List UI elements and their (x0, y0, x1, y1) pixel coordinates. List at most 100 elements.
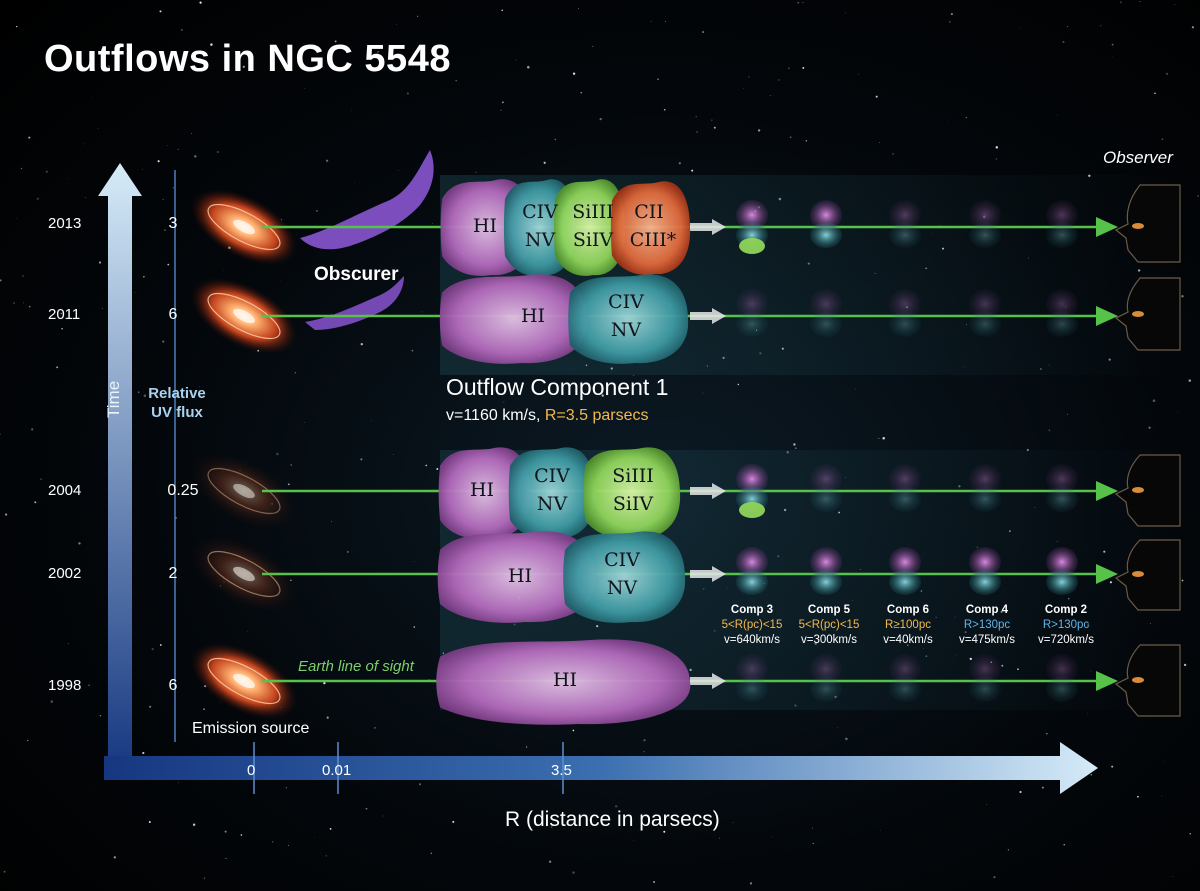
star (1148, 426, 1151, 429)
component-knot-civ (810, 486, 842, 512)
star (143, 276, 145, 278)
component-knot-civ (810, 676, 842, 702)
flow-arrow (690, 308, 726, 324)
star (242, 65, 245, 68)
star (572, 72, 576, 75)
comp5-velocity: v=300km/s (801, 634, 857, 646)
component-knot-civ (969, 569, 1001, 595)
sight-line-arrowhead (1096, 481, 1118, 501)
flux-axis-label-line2: UV flux (151, 404, 203, 421)
component-knot-civ (889, 486, 921, 512)
component1-name: Outflow Component 1 (446, 374, 669, 400)
star (50, 700, 54, 703)
star (134, 292, 136, 293)
star (166, 145, 168, 146)
star (34, 501, 37, 504)
star (1137, 795, 1139, 798)
emission-source-label: Emission source (192, 720, 310, 737)
star (370, 420, 372, 422)
cloud-2013-c (610, 181, 691, 275)
star (949, 21, 951, 23)
star (325, 855, 327, 857)
star (882, 437, 885, 440)
star (351, 109, 352, 111)
star (663, 830, 666, 833)
star (191, 132, 193, 135)
star (290, 464, 293, 466)
x-tick-label-0: 0 (247, 762, 256, 779)
star (330, 313, 332, 315)
star (702, 31, 704, 33)
star (1139, 1, 1141, 3)
comp5-range: 5<R(pc)<15 (798, 619, 860, 631)
flux-axis-label-line1: Relative (148, 385, 206, 402)
star (749, 882, 753, 885)
ion-2002-civ: CIV (604, 549, 640, 571)
year-2002: 2002 (48, 565, 82, 582)
component-knot-civ (889, 222, 921, 248)
component1-distance: R=3.5 parsecs (544, 407, 649, 424)
star (503, 401, 505, 403)
star (374, 727, 376, 729)
star (431, 222, 433, 224)
component-knot-hi (810, 654, 842, 684)
galaxy-core (233, 483, 255, 499)
star (164, 229, 166, 232)
star (1161, 795, 1163, 797)
star (397, 170, 399, 171)
x-tick-label-001: 0.01 (322, 762, 352, 779)
star (27, 740, 29, 742)
star (389, 419, 391, 421)
star (995, 146, 999, 149)
star (757, 129, 761, 132)
star (837, 727, 838, 728)
galaxy-arm (207, 550, 281, 598)
comp4-label: Comp 4 R>130pc v=475km/s (942, 603, 1032, 648)
ion-2013-civ: CIV (522, 201, 558, 223)
star (288, 844, 290, 846)
star (1056, 114, 1058, 116)
flux-2004: 0.25 (167, 482, 199, 499)
star (1189, 832, 1192, 835)
star (22, 275, 24, 277)
star (599, 117, 602, 121)
galaxy-arm (207, 203, 281, 251)
component-knot-civ (1046, 676, 1078, 702)
star (711, 119, 713, 121)
ion-2013-cii: CII (634, 201, 664, 223)
ion-2011-civ: CIV (608, 291, 644, 313)
star (68, 643, 70, 644)
component-knot-civ (736, 311, 768, 337)
ion-1998-hi: HI (552, 669, 578, 691)
star (159, 10, 162, 13)
component-knot-civ (810, 222, 842, 248)
component1-velocity: v=1160 km/s, (446, 407, 541, 424)
star (653, 881, 655, 883)
comp2-velocity: v=720km/s (1038, 634, 1094, 646)
star (797, 1, 799, 4)
comp3-name: Comp 3 (730, 604, 774, 616)
year-1998: 1998 (48, 677, 82, 694)
star (99, 715, 102, 717)
star (16, 25, 18, 28)
flux-2013: 3 (168, 215, 178, 232)
star (210, 43, 213, 46)
star (413, 626, 416, 628)
star (76, 316, 78, 318)
cloud-2013-si (553, 179, 626, 276)
star (794, 447, 797, 450)
star (20, 167, 23, 170)
component-knot-hi (969, 289, 1001, 319)
component-knot-civ (969, 676, 1001, 702)
star (1046, 733, 1048, 735)
star (811, 827, 813, 829)
star (31, 428, 34, 431)
comp5-label: Comp 5 5<R(pc)<15 v=300km/s (784, 603, 874, 648)
component-knot-civ (969, 486, 1001, 512)
star (203, 877, 206, 879)
x-tick-label-35: 3.5 (551, 762, 572, 779)
star (855, 388, 857, 390)
star (418, 783, 422, 786)
star (347, 551, 349, 553)
